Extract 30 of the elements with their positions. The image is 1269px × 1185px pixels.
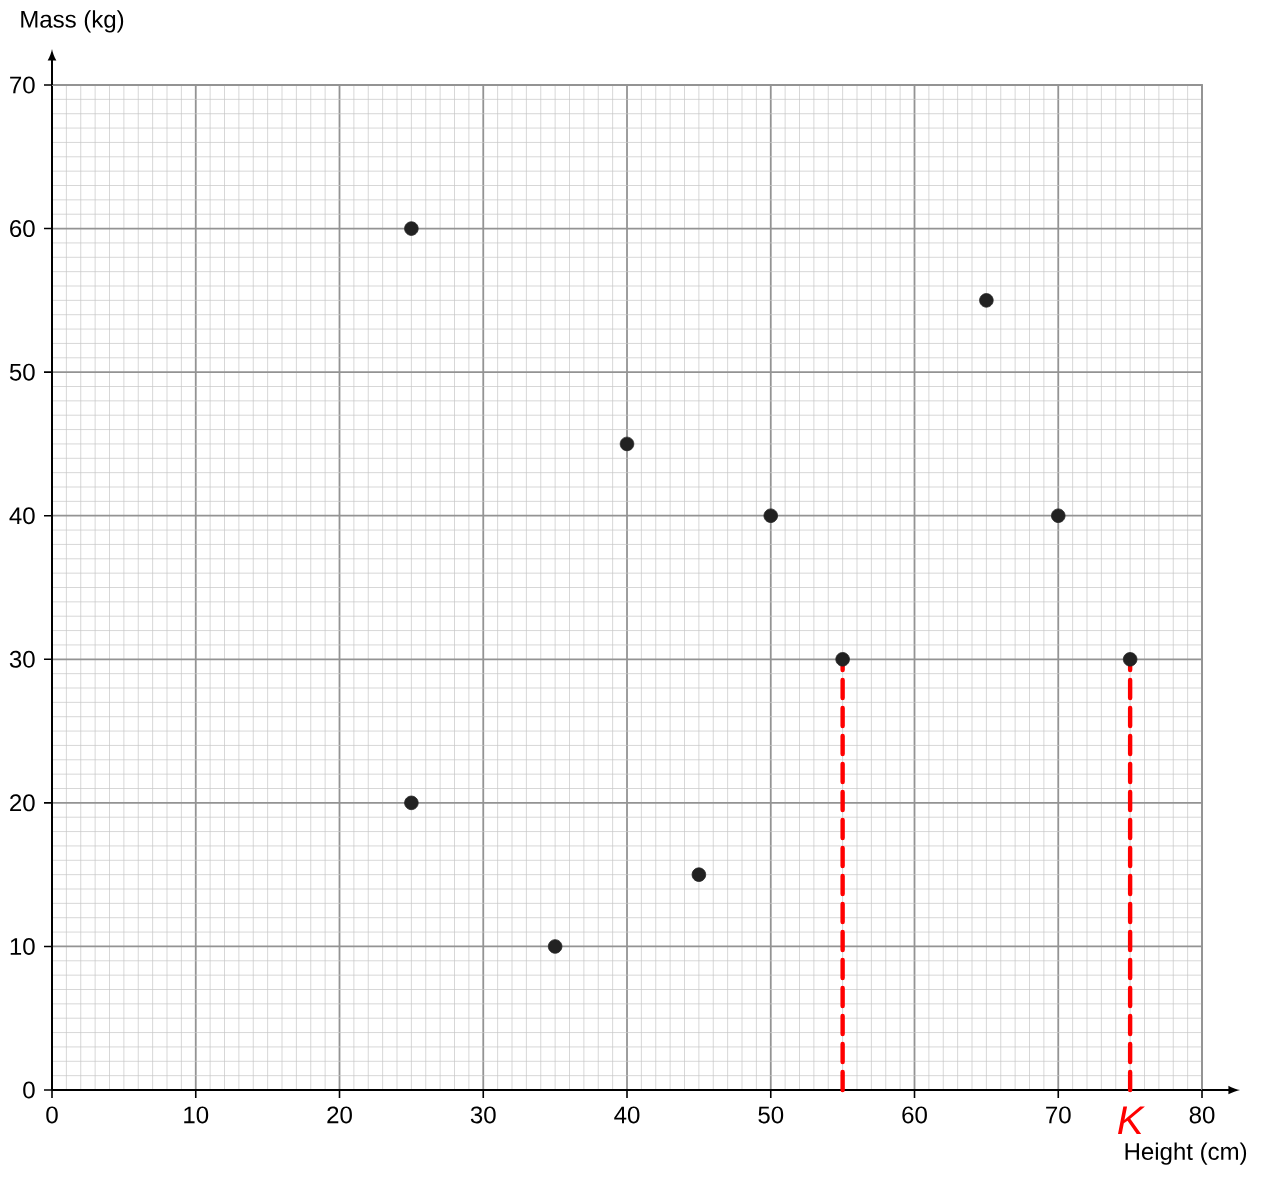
x-tick-label: 40 <box>614 1106 640 1124</box>
point <box>691 867 707 882</box>
x-tick-label: 20 <box>327 1106 352 1124</box>
x-tick-label: 0 <box>46 1106 58 1124</box>
x-tick-label: 80 <box>1189 1106 1215 1124</box>
x-tick-label: 60 <box>902 1106 927 1124</box>
point <box>835 652 850 667</box>
point <box>1051 508 1066 523</box>
y-tick-label: 40 <box>9 507 35 525</box>
point <box>763 508 778 523</box>
annotation: K <box>1118 1106 1145 1134</box>
point <box>619 436 635 452</box>
x-tick-label: 70 <box>1046 1106 1071 1124</box>
x-tick-label: 10 <box>184 1106 209 1124</box>
y-axis-title: Mass (kg) <box>21 10 124 33</box>
x-tick-label: 30 <box>470 1106 496 1124</box>
y-tick-label: 50 <box>9 363 35 381</box>
y-tick-label: 10 <box>10 937 35 955</box>
x-tick-label: 50 <box>758 1106 784 1124</box>
y-tick-label: 20 <box>10 794 35 812</box>
point <box>404 795 419 811</box>
y-tick-label: 60 <box>10 220 35 238</box>
y-tick-label: 0 <box>23 1081 35 1099</box>
point <box>404 221 419 236</box>
y-tick-label: 30 <box>9 650 35 668</box>
point <box>979 293 994 308</box>
x-axis-title: Height (cm) <box>1125 1142 1247 1165</box>
point <box>547 939 563 954</box>
point <box>1122 652 1138 667</box>
y-tick-label: 70 <box>10 76 35 94</box>
